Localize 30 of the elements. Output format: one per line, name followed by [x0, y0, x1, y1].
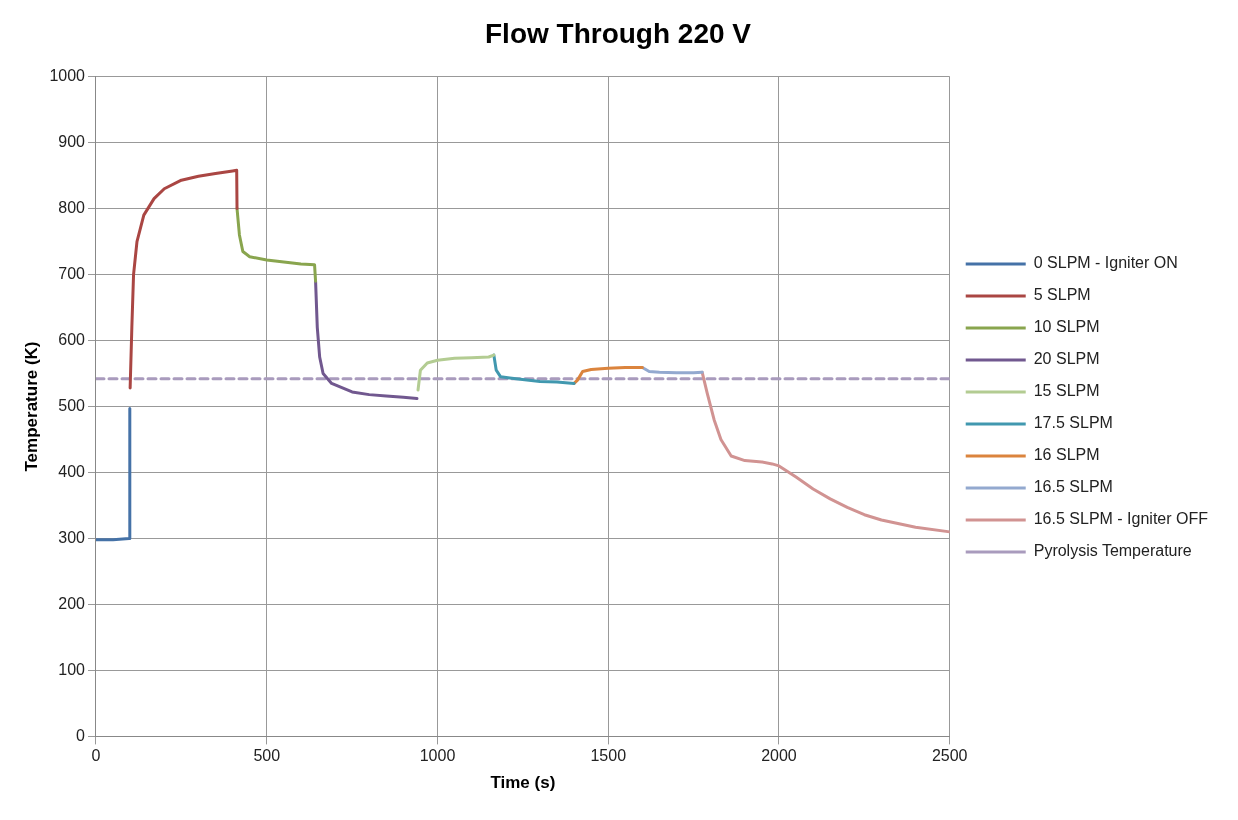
y-tick-label: 0 — [76, 726, 86, 744]
y-tick-label: 100 — [58, 660, 86, 678]
x-tick-label: 0 — [91, 747, 101, 765]
legend-label: 17.5 SLPM — [1033, 414, 1113, 432]
x-tick-label: 2000 — [761, 747, 797, 765]
x-tick-label: 1000 — [419, 747, 456, 765]
x-tick-label: 2500 — [931, 747, 968, 765]
legend-label: 15 SLPM — [1033, 382, 1100, 400]
y-tick-label: 800 — [58, 198, 86, 216]
y-tick-label: 600 — [58, 330, 86, 348]
y-tick-label: 500 — [58, 396, 86, 414]
legend-label: 10 SLPM — [1033, 318, 1100, 336]
legend-label: 20 SLPM — [1033, 350, 1100, 368]
legend-label: 5 SLPM — [1033, 286, 1091, 304]
legend-label: 16.5 SLPM - Igniter OFF — [1033, 510, 1209, 528]
y-tick-label: 900 — [58, 132, 86, 150]
chart-title: Flow Through 220 V — [484, 17, 752, 49]
y-tick-label: 300 — [58, 528, 86, 546]
legend-label: 0 SLPM - Igniter ON — [1033, 254, 1178, 272]
x-tick-label: 500 — [253, 747, 281, 765]
legend-label: 16.5 SLPM — [1033, 478, 1113, 496]
x-tick-label: 1500 — [590, 747, 627, 765]
y-tick-label: 1000 — [49, 67, 86, 85]
legend-label: 16 SLPM — [1033, 446, 1100, 464]
legend-label: Pyrolysis Temperature — [1033, 542, 1192, 560]
x-axis-title: Time (s) — [490, 773, 556, 793]
y-tick-label: 200 — [58, 594, 86, 612]
y-tick-label: 700 — [58, 264, 86, 282]
y-tick-label: 400 — [58, 462, 86, 480]
y-axis-title: Temperature (K) — [21, 341, 41, 472]
